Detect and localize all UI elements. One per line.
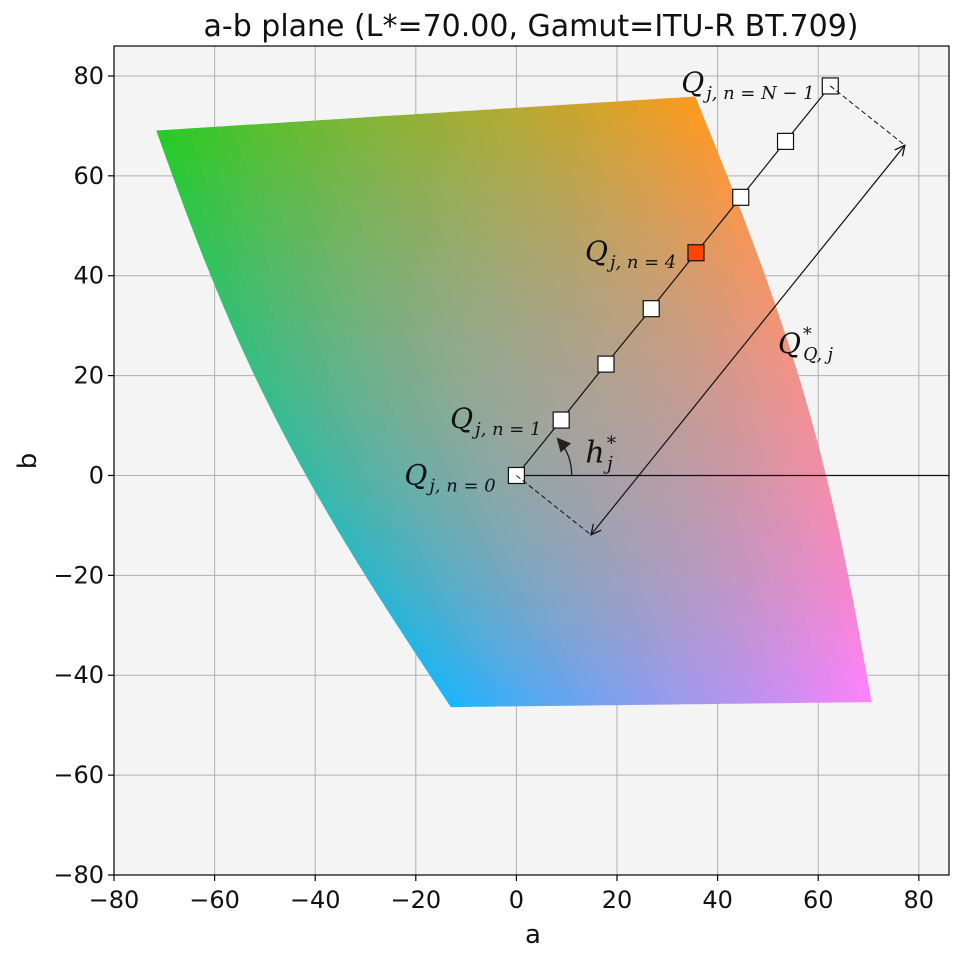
annotation-superscript: * xyxy=(803,325,812,345)
annotation-symbol: Q xyxy=(450,402,473,435)
annotation-symbol: h xyxy=(585,435,604,470)
y-axis-title: b xyxy=(13,453,43,470)
y-tick-label: 80 xyxy=(73,62,104,90)
x-tick-label: 0 xyxy=(509,886,524,914)
highlighted-point xyxy=(687,244,705,262)
annotation-subscript: j, n = 0 xyxy=(425,475,495,496)
annotation-symbol: Q xyxy=(778,327,801,360)
x-tick-label: 40 xyxy=(702,886,733,914)
annotation-subscript: j, n = 4 xyxy=(606,252,676,273)
x-tick-label: 20 xyxy=(602,886,633,914)
annotation-symbol: Q xyxy=(585,235,608,268)
annotation-subscript: j, n = N − 1 xyxy=(702,83,814,104)
dimension-arrow xyxy=(591,145,905,535)
chart-title: a-b plane (L*=70.00, Gamut=ITU-R BT.709) xyxy=(203,9,858,44)
data-point xyxy=(642,300,660,318)
y-tick-label: 0 xyxy=(89,461,104,489)
data-point xyxy=(776,132,795,150)
annotation-hue: h * j xyxy=(585,433,616,474)
y-tick-label: 60 xyxy=(73,162,104,190)
annotation-arrows xyxy=(516,85,905,535)
annotation-subscript: Q, j xyxy=(803,345,833,365)
data-point xyxy=(597,355,615,373)
y-axis-ticks: −80 −60 −40 −20 0 20 40 60 80 xyxy=(53,62,114,889)
x-tick-label: −40 xyxy=(290,886,341,914)
annotation-subscript: j, n = 1 xyxy=(471,419,541,440)
gamut-cell xyxy=(846,634,863,652)
annotation-symbol: Q xyxy=(681,66,704,99)
gamut-cell xyxy=(855,684,872,703)
y-tick-label: 40 xyxy=(73,262,104,290)
data-point xyxy=(732,188,750,206)
y-tick-label: −80 xyxy=(53,861,104,889)
y-tick-label: −60 xyxy=(53,761,104,789)
x-axis-title: a xyxy=(525,920,541,950)
x-tick-label: −60 xyxy=(189,886,240,914)
data-point xyxy=(552,411,570,429)
y-tick-label: −40 xyxy=(53,661,104,689)
hue-angle-arc xyxy=(556,437,573,476)
y-tick-label: −20 xyxy=(53,561,104,589)
annotation-qmax: Q * Q, j xyxy=(778,325,834,365)
plot-frame xyxy=(113,45,950,876)
annotation-subscript: j xyxy=(603,453,613,474)
x-axis-ticks: −80 −60 −40 −20 0 20 40 60 80 xyxy=(89,875,934,914)
x-tick-label: 80 xyxy=(904,886,935,914)
x-tick-label: −80 xyxy=(89,886,140,914)
annotation-superscript: * xyxy=(607,433,616,454)
y-tick-label: 20 xyxy=(73,362,104,390)
annotation-symbol: Q xyxy=(404,458,427,491)
x-tick-label: −20 xyxy=(390,886,441,914)
x-tick-label: 60 xyxy=(803,886,834,914)
